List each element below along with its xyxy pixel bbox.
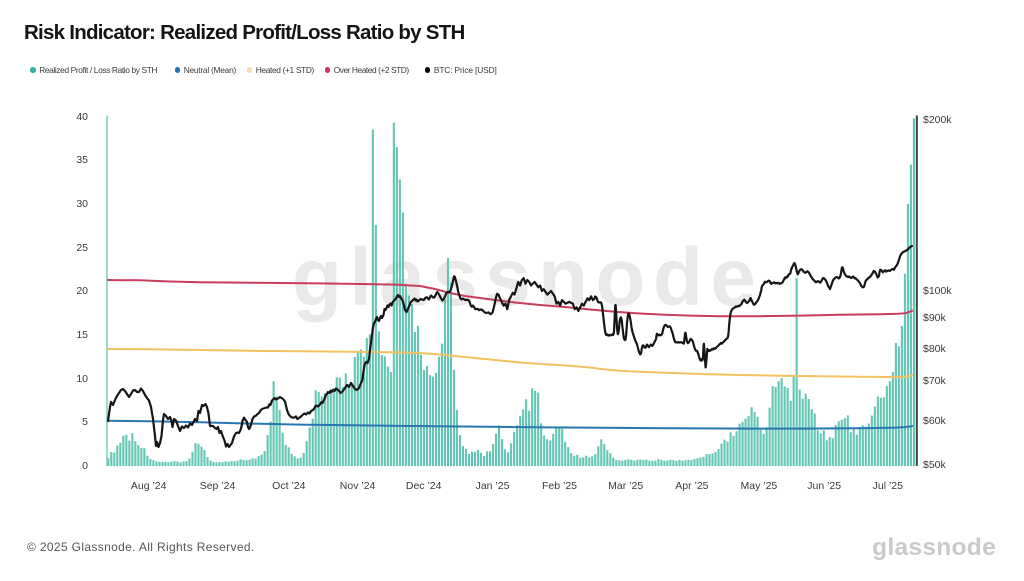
svg-text:glassnode: glassnode [292, 232, 763, 323]
